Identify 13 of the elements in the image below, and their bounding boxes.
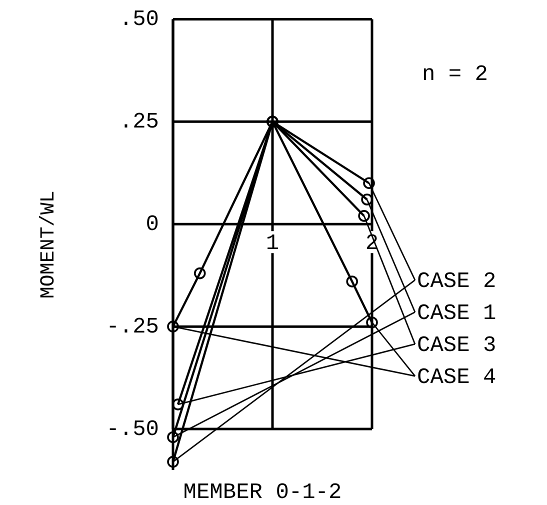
text: CASE 4 xyxy=(417,365,496,390)
y-tick-label: 0 xyxy=(146,212,159,237)
y-tick-label: -.25 xyxy=(106,314,159,340)
text: CASE 1 xyxy=(417,301,496,326)
text: CASE 3 xyxy=(417,333,496,358)
y-tick-label: -.50 xyxy=(106,416,159,442)
text: n = 2 xyxy=(422,62,488,88)
y-axis-title: MOMENT/WL xyxy=(37,190,60,299)
y-tick-label: .25 xyxy=(119,109,159,134)
y-tick-label: .50 xyxy=(119,7,159,32)
x-axis-title: MEMBER 0-1-2 xyxy=(183,480,342,505)
x-tick-label: 1 xyxy=(266,230,280,256)
text: CASE 2 xyxy=(417,269,496,294)
